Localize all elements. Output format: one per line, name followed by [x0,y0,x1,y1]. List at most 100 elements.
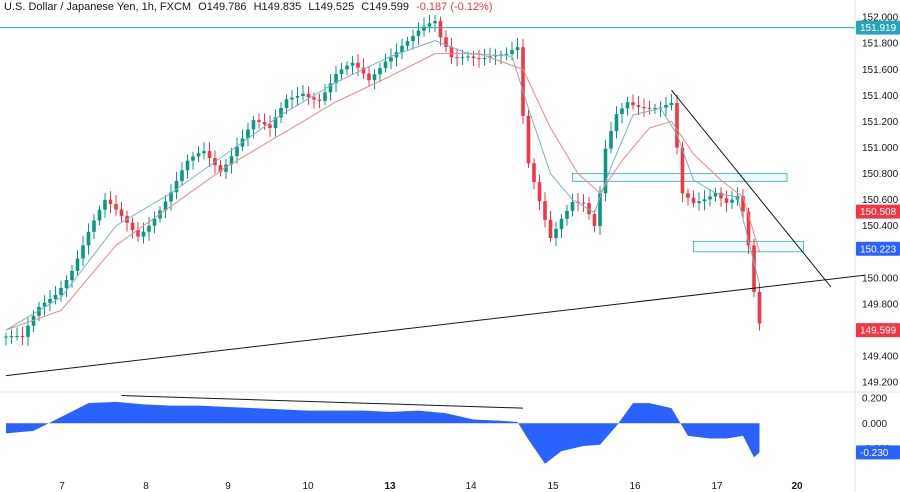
candle-body [64,280,69,289]
tag-current-bg [856,323,900,338]
candle-body [42,302,47,307]
candle-body [565,210,569,219]
y-tick-label: 152.000 [862,13,899,24]
candle-body [97,209,102,221]
candle-body [356,62,360,68]
candle-body [510,50,514,55]
candle-body [702,199,707,202]
candle-body [383,61,388,69]
candle-body [174,180,179,193]
x-tick-label: 16 [629,481,641,492]
ohlc-close: C149.599 [361,1,410,13]
candle-body [471,56,476,59]
ma-slow-line [5,53,760,331]
y-tick-label: 151.600 [862,65,899,76]
candle-body [163,201,168,211]
candle-body [202,151,206,154]
candle-body [411,35,415,42]
candle-body [323,92,327,101]
y-tick-label: 149.200 [862,378,899,389]
candle-body [642,107,646,109]
candle-body [4,336,8,338]
candle-body [328,83,333,93]
candle-body [427,23,432,27]
candle-body [504,54,509,56]
candle-body [81,245,85,259]
candle-body [625,102,630,109]
candle-body [653,108,657,110]
candle-body [224,164,228,172]
candle-body [460,57,465,59]
candle-body [477,58,481,60]
candle-body [185,160,190,171]
candle-body [587,203,591,215]
candle-body [691,197,696,204]
candle-body [680,147,685,194]
candle-body [620,108,624,115]
candle-body [53,294,58,300]
candle-body [609,131,613,149]
oscillator-divergence-line [121,395,524,409]
candle-body [141,231,146,237]
candle-body [345,65,349,70]
candle-body [367,73,371,81]
tag-top-line: 151.919 [860,23,897,34]
candle-body [191,156,195,161]
candle-body [543,201,547,220]
x-tick-label: 14 [465,481,477,492]
candle-body [20,336,25,338]
candle-body [570,202,575,211]
candle-body [746,211,751,246]
candle-body [757,291,762,324]
candle-body [554,228,558,238]
resistance-zone [572,173,788,182]
ohlc-low: L149.525 [308,1,355,13]
candle-body [416,30,421,36]
price-tags: 151.919 150.508 150.223 149.599 -0.230 [856,20,900,460]
candle-body [312,97,316,100]
y-tick-label: 149.400 [862,352,899,363]
candle-body [108,199,113,205]
candle-body [350,62,355,66]
candle-body [273,117,278,128]
chart-header: U.S. Dollar / Japanese Yen, 1h, FXCM O14… [4,1,497,13]
candle-body [422,26,426,31]
y-tick-label: 150.400 [862,221,899,232]
tag-current: 149.599 [860,326,897,337]
candle-body [548,219,553,238]
candle-body [246,129,250,139]
candle-body [207,151,212,159]
y-tick-label: 151.000 [862,143,899,154]
tag-level-bg [856,241,900,256]
ohlc-open: O149.786 [198,1,247,13]
candle-body [526,115,531,164]
candle-body [279,107,283,118]
y-tick-label: 150.600 [862,195,899,206]
x-tick-label: 9 [225,481,231,492]
candle-body [581,202,586,204]
candle-body [339,69,344,75]
candle-body [15,336,19,338]
tag-top-line-bg [856,20,900,35]
candle-body [75,258,80,271]
candle-body [752,245,756,292]
candle-body [229,156,234,165]
candle-body [559,218,564,229]
candle-body [444,37,448,47]
candle-body [636,105,641,108]
candle-body [669,103,674,106]
candle-body [48,299,52,303]
y-tick-label: 151.400 [862,91,899,102]
candle-body [532,163,536,183]
candle-body [537,182,542,202]
candle-body [592,214,597,226]
tag-level: 150.223 [860,244,897,255]
x-tick-label: 15 [547,481,559,492]
candle-body [103,199,107,210]
candle-body [405,41,410,46]
candle-body [295,96,300,98]
candle-body [708,196,712,200]
candle-body [438,21,443,38]
candle-body [119,209,124,216]
